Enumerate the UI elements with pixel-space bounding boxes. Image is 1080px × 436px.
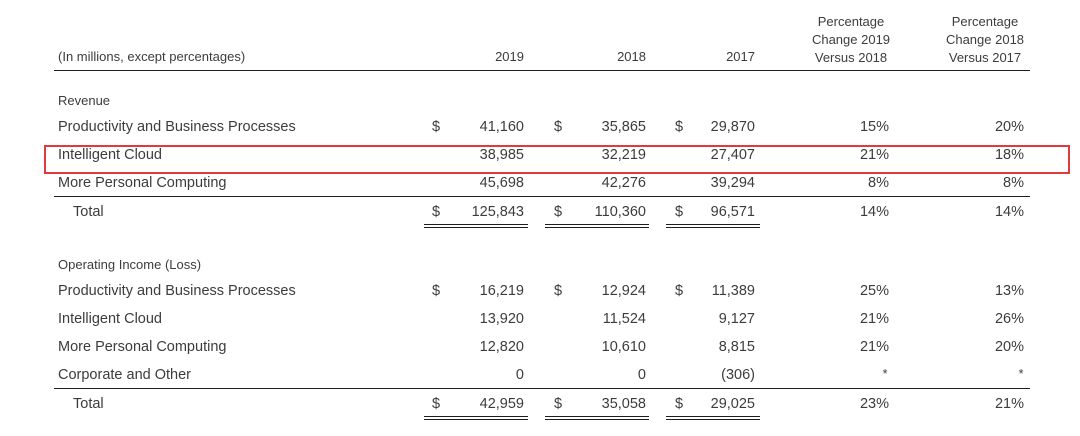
row-label: Intelligent Cloud [58,311,162,327]
cell-2019: 45,698 [479,175,524,191]
cell-pct-2019: 25% [859,283,889,299]
cell-pct-2018: 20% [994,119,1024,135]
row-label: More Personal Computing [58,339,227,355]
pct-header-1-line1: Percentage [817,14,885,29]
row-label: Corporate and Other [58,367,191,383]
total-underline [545,227,649,228]
revenue-total-divider [54,196,1030,197]
row-label: Total [73,204,104,220]
total-underline [424,227,528,228]
cell-2018: 10,610 [601,339,646,355]
total-underline [666,227,760,228]
cell-2018: 35,058 [601,396,646,412]
units-label: (In millions, except percentages) [58,49,246,64]
cell-2019: 0 [515,367,524,383]
section-label-operating-income: Operating Income (Loss) [58,257,202,272]
cell-2018: 11,524 [602,311,646,327]
cell-2017: 11,389 [711,283,755,299]
pct-header-1-line3: Versus 2018 [814,50,888,65]
currency-symbol: $ [432,204,441,220]
currency-symbol: $ [675,396,684,412]
operating-income-total-divider [54,388,1030,389]
cell-2019: 38,985 [479,147,524,163]
highlight-box [44,145,1070,174]
cell-2017: 8,815 [718,339,755,355]
cell-pct-2018: 26% [994,311,1024,327]
total-underline [666,224,760,225]
currency-symbol: $ [554,396,563,412]
currency-symbol: $ [554,283,563,299]
cell-2019: 13,920 [479,311,524,327]
column-header-2017: 2017 [726,49,755,64]
cell-2017: 29,025 [710,396,755,412]
currency-symbol: $ [432,283,441,299]
cell-2018: 110,360 [594,204,646,220]
column-header-pct-change-2019: Percentage Change 2019 Versus 2018 [796,13,906,67]
cell-pct-2018: 14% [994,204,1024,220]
cell-pct-2018: 21% [994,396,1024,412]
cell-2018: 32,219 [601,147,646,163]
row-label: Productivity and Business Processes [58,119,296,135]
row-label: Total [73,396,104,412]
cell-2019: 41,160 [479,119,524,135]
cell-2017: 39,294 [710,175,755,191]
pct-header-2-line3: Versus 2017 [948,50,1022,65]
total-underline [545,416,649,417]
cell-pct-2019: 21% [859,339,889,355]
cell-2019: 125,843 [471,204,524,220]
column-header-2018: 2018 [617,49,646,64]
header-divider [54,70,1030,71]
row-label: Productivity and Business Processes [58,283,296,299]
currency-symbol: $ [675,204,684,220]
currency-symbol: $ [432,396,441,412]
cell-pct-2019: 21% [859,147,889,163]
total-underline [666,419,760,420]
cell-2017: 29,870 [710,119,755,135]
cell-pct-2018: 20% [994,339,1024,355]
cell-pct-2019: 21% [859,311,889,327]
cell-2017: 96,571 [710,204,755,220]
cell-2018: 0 [637,367,646,383]
cell-2018: 12,924 [601,283,646,299]
cell-pct-2018: 18% [994,147,1024,163]
column-header-pct-change-2018: Percentage Change 2018 Versus 2017 [930,13,1040,67]
section-label-revenue: Revenue [58,93,111,108]
cell-pct-2019: 8% [868,175,889,191]
cell-pct-2019: 14% [859,204,889,220]
cell-2019: 16,219 [479,283,524,299]
cell-2019: 42,959 [479,396,524,412]
cell-2017: (306) [721,367,755,383]
cell-pct-2018: 13% [994,283,1024,299]
cell-2019: 12,820 [479,339,524,355]
total-underline [424,416,528,417]
cell-2017: 9,127 [718,311,755,327]
cell-2017: 27,407 [710,147,755,163]
cell-pct-2019: 23% [859,396,889,412]
pct-header-1-line2: Change 2019 [811,32,891,47]
total-underline [424,419,528,420]
cell-pct-2019: 15% [859,119,889,135]
total-underline [666,416,760,417]
pct-header-2-line2: Change 2018 [945,32,1025,47]
currency-symbol: $ [675,283,684,299]
column-header-2019: 2019 [495,49,524,64]
cell-2018: 35,865 [601,119,646,135]
cell-pct-2018: 8% [1003,175,1024,191]
total-underline [545,419,649,420]
pct-header-2-line1: Percentage [951,14,1019,29]
cell-pct-2019: * [882,367,888,381]
row-label: Intelligent Cloud [58,147,162,163]
currency-symbol: $ [554,119,563,135]
currency-symbol: $ [675,119,684,135]
cell-pct-2018: * [1018,367,1024,381]
currency-symbol: $ [432,119,441,135]
total-underline [424,224,528,225]
total-underline [545,224,649,225]
row-label: More Personal Computing [58,175,227,191]
currency-symbol: $ [554,204,563,220]
cell-2018: 42,276 [601,175,646,191]
